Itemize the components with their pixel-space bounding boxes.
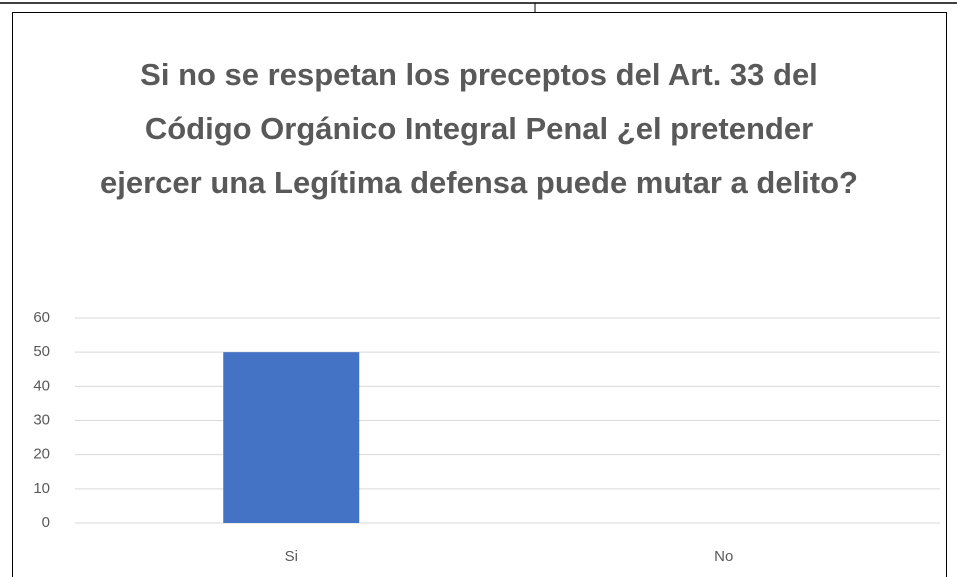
y-tick-label: 40 — [33, 377, 50, 394]
y-tick-label: 30 — [33, 411, 50, 428]
chart-border — [12, 12, 947, 577]
y-tick-label: 0 — [42, 514, 50, 531]
y-tick-label: 20 — [33, 446, 50, 463]
chart-title: Si no se respetan los preceptos del Art.… — [100, 57, 858, 200]
y-tick-label: 10 — [33, 480, 50, 497]
x-tick-label: No — [714, 548, 733, 565]
y-tick-label: 50 — [33, 343, 50, 360]
bar — [223, 352, 360, 523]
y-tick-label: 60 — [33, 309, 50, 326]
x-tick-label: Si — [285, 548, 298, 565]
